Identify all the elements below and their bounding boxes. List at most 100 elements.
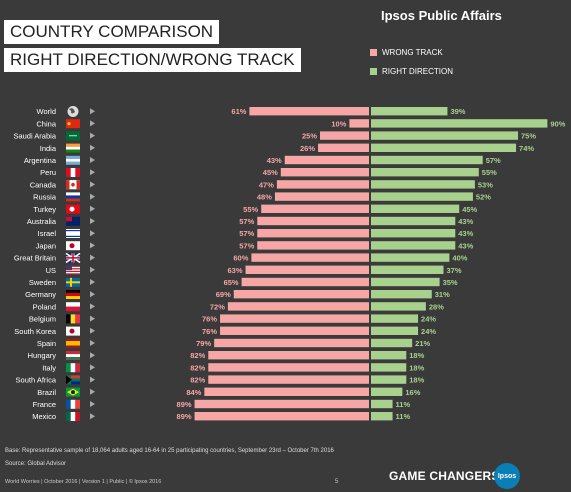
value-label-right-direction: 18% [409,376,424,385]
legend-right-direction: RIGHT DIRECTION [370,67,453,76]
category-label: India [40,144,57,153]
category-label: World [37,107,56,116]
value-label-right-direction: 43% [458,241,473,250]
bar-right-direction [371,265,444,274]
bar-right-direction [371,241,456,250]
row-arrow-icon [90,279,95,285]
globe-icon [67,106,79,117]
value-label-right-direction: 55% [482,168,497,177]
value-label-wrong-track: 57% [239,241,254,250]
bar-wrong-track [233,290,369,299]
value-label-right-direction: 31% [435,290,450,299]
bar-right-direction [371,168,479,177]
value-label-right-direction: 28% [429,302,444,311]
flag-israel-icon [66,229,80,238]
bar-right-direction [371,119,548,128]
ipsos-logo: Ipsos [494,463,520,489]
bar-wrong-track [245,265,369,274]
value-label-wrong-track: 82% [190,363,205,372]
bar-wrong-track [208,363,369,372]
ipsos-logo-text: Ipsos [497,472,517,480]
bar-wrong-track [284,155,369,165]
flag-hungary-icon [66,351,80,360]
bar-right-direction [371,399,393,409]
flag-china-icon [66,119,80,129]
bar-right-direction [371,192,473,201]
category-label: Turkey [33,205,56,214]
flag-belgium-icon [66,314,80,324]
row-arrow-icon [90,169,95,176]
bar-right-direction [371,375,407,384]
bar-right-direction [371,155,483,165]
value-label-right-direction: 53% [478,180,493,189]
bar-wrong-track [257,216,369,226]
value-label-wrong-track: 76% [202,315,217,324]
page-number: 5 [335,479,339,485]
value-label-right-direction: 75% [521,132,536,141]
bar-wrong-track [261,204,369,213]
value-label-right-direction: 43% [458,217,473,226]
bar-right-direction [371,302,426,311]
row-arrow-icon [90,254,95,261]
row-arrow-icon [90,157,95,163]
flag-great-britain-icon [65,252,81,264]
flag-australia-icon [66,216,80,226]
flag-india-icon [66,143,80,153]
row-arrow-icon [90,132,95,139]
bar-wrong-track [194,412,369,421]
value-label-right-direction: 11% [396,412,411,421]
flag-france-icon [66,399,80,409]
value-label-wrong-track: 82% [190,376,205,385]
row-arrow-icon [90,205,95,212]
flag-canada-icon [66,180,80,190]
category-label: Mexico [32,412,56,421]
title-line-2: RIGHT DIRECTION/WRONG TRACK [4,48,301,72]
value-label-wrong-track: 79% [196,339,211,348]
flag-japan-icon [66,241,80,251]
title-line-1: COUNTRY COMPARISON [4,20,220,44]
value-label-wrong-track: 57% [239,229,254,238]
flag-turkey-icon [66,204,80,214]
bar-right-direction [371,107,448,116]
value-label-wrong-track: 65% [224,278,239,287]
flag-italy-icon [66,363,80,373]
flag-germany-icon [66,290,80,299]
category-label: Great Britain [14,254,56,263]
value-label-wrong-track: 10% [331,119,346,128]
value-label-wrong-track: 48% [257,193,272,202]
bar-right-direction [371,351,407,360]
flag-brazil-icon [66,387,80,397]
value-label-wrong-track: 55% [243,205,258,214]
row-arrow-icon [90,230,95,237]
value-label-right-direction: 18% [409,363,424,372]
row-arrow-icon [90,364,95,371]
brand-label: Ipsos Public Affairs [381,8,502,23]
value-label-right-direction: 37% [447,266,462,275]
value-label-right-direction: 11% [396,400,411,409]
row-arrow-icon [90,388,95,395]
category-label: Belgium [29,315,56,324]
category-label: Germany [25,290,56,299]
category-label: Canada [30,180,57,189]
bar-wrong-track [257,229,369,238]
flag-mexico-icon [66,412,80,421]
value-label-wrong-track: 89% [177,400,192,409]
bar-wrong-track [241,277,369,287]
category-label: Sweden [29,278,56,287]
category-label: South Korea [14,327,57,336]
legend-label-right: RIGHT DIRECTION [382,67,453,76]
row-arrow-icon [90,303,95,310]
flag-south-africa-icon [66,375,80,385]
bar-wrong-track [320,131,369,140]
flag-argentina-icon [66,155,80,165]
category-label: US [46,266,56,275]
value-label-wrong-track: 61% [231,107,246,116]
bar-right-direction [371,216,456,226]
category-label: Israel [38,229,57,238]
flag-spain-icon [66,338,80,348]
bar-right-direction [371,412,393,421]
bar-wrong-track [276,180,369,189]
row-arrow-icon [90,401,95,407]
category-label: South Africa [16,376,57,385]
row-arrow-icon [90,315,95,322]
